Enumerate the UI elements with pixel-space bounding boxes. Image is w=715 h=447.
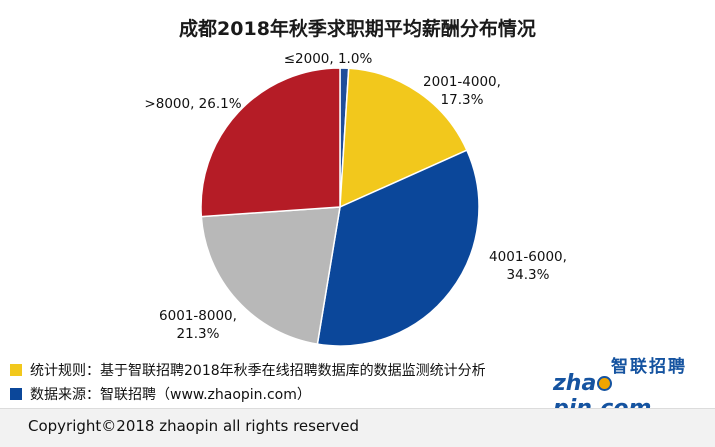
source-note-text: 数据来源：智联招聘（www.zhaopin.com） bbox=[30, 387, 311, 403]
source-note: 数据来源：智联招聘（www.zhaopin.com） bbox=[10, 384, 311, 404]
zhaopin-logo: 智联招聘 zhapin.com bbox=[553, 352, 693, 421]
slice-label: 4001-6000, bbox=[489, 249, 567, 265]
rule-note-swatch bbox=[10, 364, 22, 376]
slice-label: ≤2000, 1.0% bbox=[284, 51, 373, 67]
source-note-swatch bbox=[10, 388, 22, 400]
pie-slice bbox=[316, 149, 480, 347]
slice-label: >8000, 26.1% bbox=[144, 96, 241, 112]
slice-value-label: 17.3% bbox=[441, 92, 484, 108]
pie-slice bbox=[200, 206, 341, 346]
footer-bar: Copyright©2018 zhaopin all rights reserv… bbox=[0, 408, 715, 447]
slice-value-label: 21.3% bbox=[177, 326, 220, 342]
slice-value-label: 34.3% bbox=[507, 267, 550, 283]
logo-dot-icon bbox=[597, 376, 613, 391]
logo-cn-text: 智联招聘 bbox=[611, 357, 687, 377]
slice-label: 2001-4000, bbox=[423, 74, 501, 90]
chart-title: 成都2018年秋季求职期平均薪酬分布情况 bbox=[179, 18, 536, 40]
rule-note: 统计规则：基于智联招聘2018年秋季在线招聘数据库的数据监测统计分析 bbox=[10, 360, 486, 380]
pie-slice bbox=[339, 67, 468, 209]
rule-note-text: 统计规则：基于智联招聘2018年秋季在线招聘数据库的数据监测统计分析 bbox=[30, 363, 486, 379]
copyright-text: Copyright©2018 zhaopin all rights reserv… bbox=[28, 417, 359, 435]
slice-label: 6001-8000, bbox=[159, 308, 237, 324]
pie-slice bbox=[200, 67, 341, 218]
